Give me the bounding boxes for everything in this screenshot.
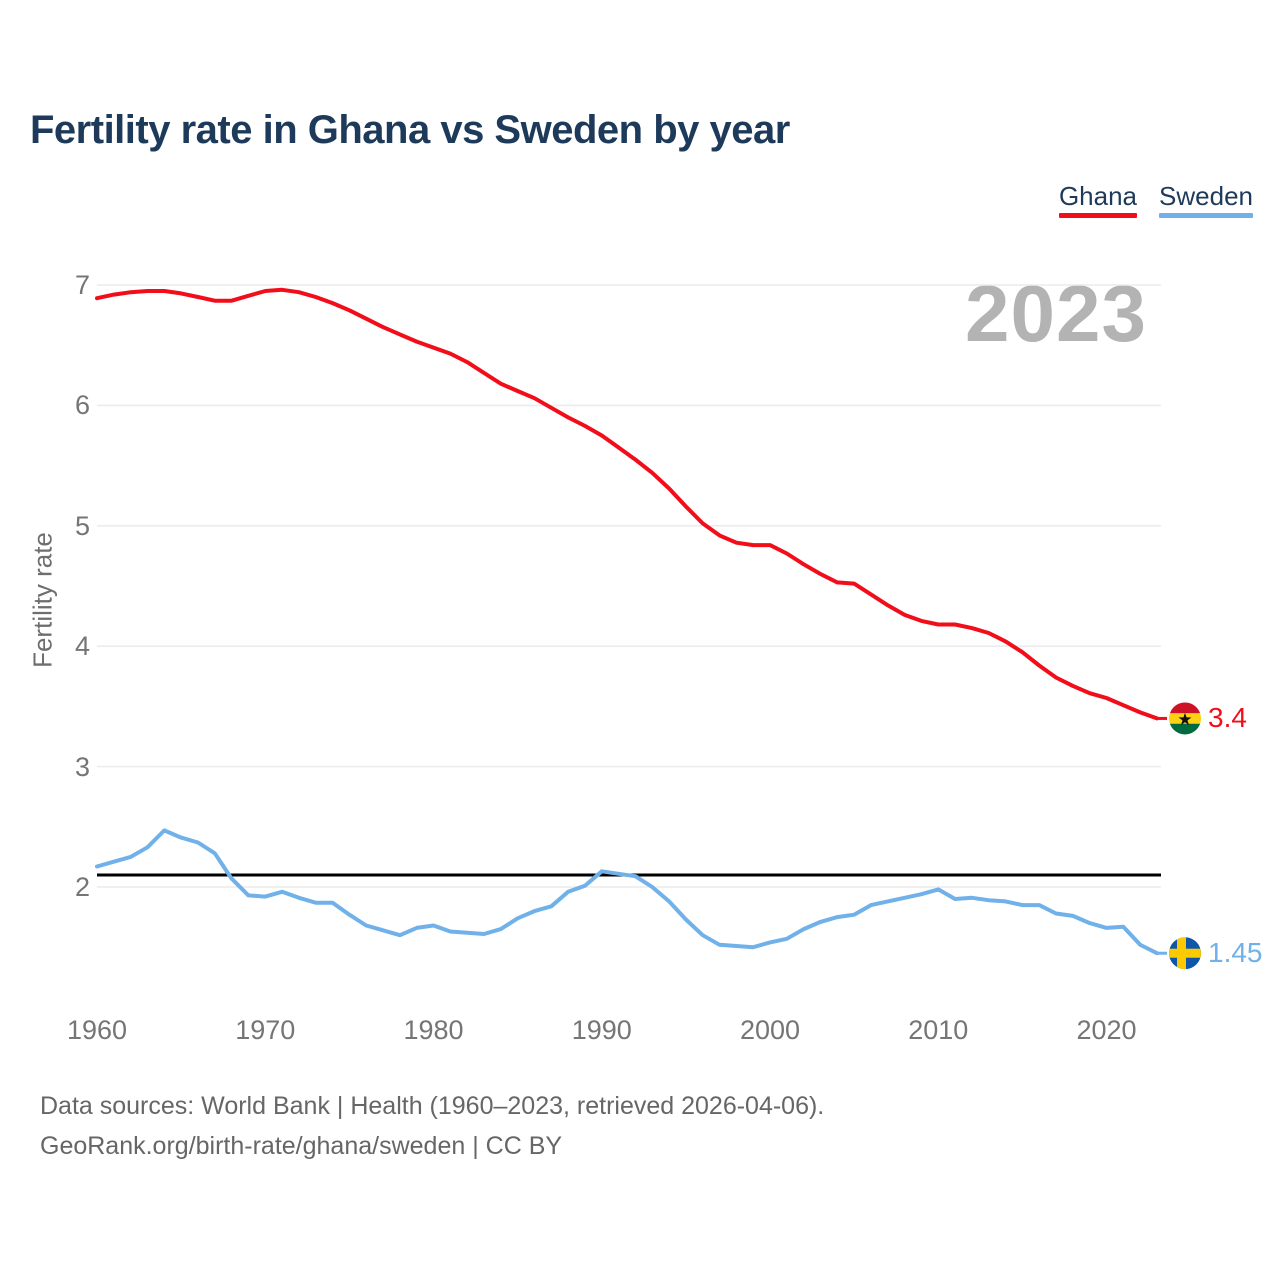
legend-item-sweden[interactable]: Sweden xyxy=(1159,183,1253,218)
y-tick-4: 4 xyxy=(74,631,90,662)
legend: Ghana Sweden xyxy=(1058,181,1253,218)
sweden-flag-icon xyxy=(1169,937,1201,970)
source-note: Data sources: World Bank | Health (1960–… xyxy=(40,1086,824,1166)
x-tick-2020: 2020 xyxy=(1076,1015,1137,1045)
watermark-year: 2023 xyxy=(965,269,1147,358)
x-tick-1970: 1970 xyxy=(235,1015,296,1045)
legend-label-ghana: Ghana xyxy=(1058,181,1138,211)
x-tick-2010: 2010 xyxy=(908,1015,969,1045)
ghana-flag-icon: ★ xyxy=(1169,702,1201,735)
source-line-1: Data sources: World Bank | Health (1960–… xyxy=(40,1092,825,1120)
y-tick-7: 7 xyxy=(74,270,90,300)
y-tick-5: 5 xyxy=(74,510,90,541)
legend-swatch-sweden xyxy=(1159,213,1253,218)
legend-label-sweden: Sweden xyxy=(1159,181,1253,211)
legend-swatch-ghana xyxy=(1058,213,1138,218)
x-tick-1990: 1990 xyxy=(571,1015,632,1045)
y-tick-6: 6 xyxy=(74,390,90,421)
series-line-sweden xyxy=(95,828,1159,956)
y-tick-2: 2 xyxy=(74,872,90,902)
y-tick-3: 3 xyxy=(74,751,90,782)
legend-item-ghana[interactable]: Ghana xyxy=(1058,181,1138,218)
x-tick-1960: 1960 xyxy=(66,1015,128,1045)
ghana-end-value-label: 3.4 xyxy=(1208,702,1247,734)
page-title: Fertility rate in Ghana vs Sweden by yea… xyxy=(30,108,790,152)
sweden-end-value-label: 1.45 xyxy=(1208,937,1263,969)
svg-text:★: ★ xyxy=(1177,710,1192,730)
x-tick-1980: 1980 xyxy=(403,1015,464,1045)
series-line-ghana xyxy=(95,287,1159,721)
x-tick-2000: 2000 xyxy=(739,1015,801,1045)
source-line-2: GeoRank.org/birth-rate/ghana/sweden | CC… xyxy=(40,1132,563,1160)
